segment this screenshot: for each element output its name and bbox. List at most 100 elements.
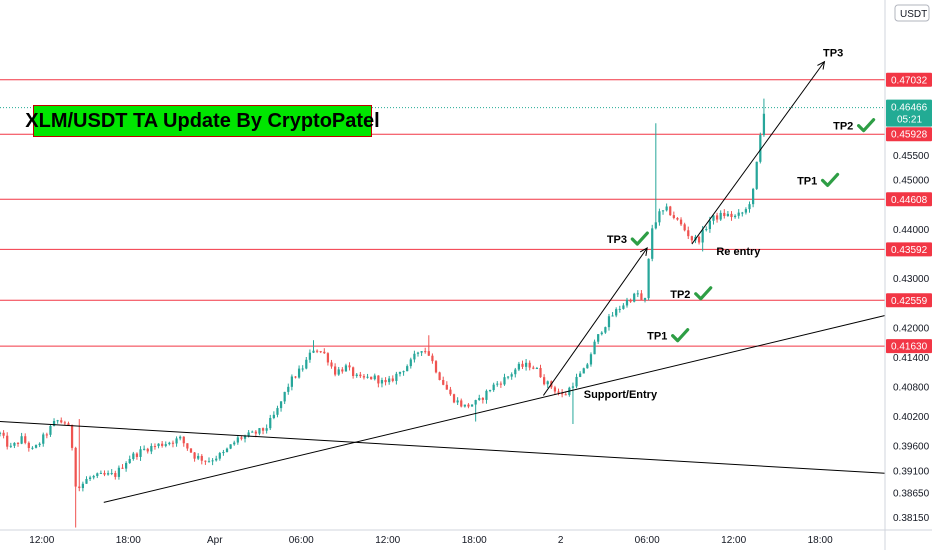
annotation-tp3-3: TP3 [607, 234, 627, 246]
candle-86 [308, 349, 312, 363]
candle-58 [207, 457, 211, 463]
y-tick-label: 0.39600 [893, 442, 930, 453]
candle-134 [481, 397, 484, 404]
candle-48 [171, 440, 175, 448]
svg-text:0.41630: 0.41630 [891, 342, 928, 353]
candle-147 [528, 360, 531, 371]
candle-21 [74, 446, 77, 528]
candle-198 [712, 215, 715, 225]
candle-42 [150, 443, 153, 455]
candle-91 [326, 352, 330, 366]
candle-165 [593, 339, 596, 355]
arrowhead-2 [639, 247, 648, 256]
candle-51 [182, 436, 185, 447]
trendline-3 [691, 61, 825, 245]
candle-194 [697, 235, 701, 245]
candle-159 [571, 382, 575, 424]
trendline-2 [542, 247, 648, 396]
candle-191 [687, 226, 690, 240]
candle-210 [755, 161, 758, 190]
candle-123 [442, 376, 445, 386]
candle-70 [251, 430, 254, 433]
candle-122 [438, 371, 441, 381]
candle-1 [2, 430, 5, 439]
candle-204 [733, 214, 737, 219]
candle-186 [669, 205, 672, 216]
candle-61 [218, 451, 221, 461]
check-icon [820, 172, 840, 187]
candle-151 [542, 374, 546, 386]
y-tick-label: 0.45500 [893, 151, 930, 162]
candle-0 [0, 431, 2, 437]
candle-41 [146, 447, 149, 454]
candle-33 [117, 465, 121, 480]
svg-text:0.44608: 0.44608 [891, 195, 928, 206]
candle-133 [478, 394, 481, 401]
candle-44 [157, 443, 160, 449]
candle-6 [20, 432, 23, 445]
candle-49 [175, 436, 178, 447]
candle-115 [413, 350, 416, 363]
candle-199 [715, 212, 719, 223]
annotation-tp3-0: TP3 [823, 48, 843, 60]
candle-40 [143, 445, 146, 451]
y-tick-label: 0.40200 [893, 412, 930, 423]
y-tick-label: 0.38650 [893, 489, 930, 500]
x-tick-label: 06:00 [289, 535, 314, 546]
candle-150 [539, 364, 542, 378]
candle-9 [31, 446, 34, 450]
x-tick-label: 12:00 [29, 535, 54, 546]
candle-192 [690, 235, 693, 243]
candle-212 [762, 98, 766, 137]
candle-116 [416, 351, 420, 357]
candle-30 [106, 470, 110, 476]
candle-142 [510, 372, 513, 380]
annotations: TP3 TP2 TP1 TP3 TP2 TP1 Re entry Support/Entry [584, 48, 876, 401]
candle-72 [258, 427, 261, 436]
candle-80 [287, 383, 290, 395]
candle-32 [114, 470, 117, 480]
candle-11 [38, 442, 41, 448]
svg-text:0.42559: 0.42559 [891, 296, 928, 307]
candle-118 [424, 347, 427, 354]
candles [0, 98, 766, 528]
level-tag-2: 0.44608 [886, 192, 932, 207]
candle-167 [600, 331, 603, 336]
candle-24 [85, 476, 88, 484]
y-tick-label: 0.39100 [893, 466, 930, 477]
candle-77 [276, 405, 279, 418]
candle-177 [636, 290, 639, 298]
candle-161 [579, 371, 582, 378]
candle-202 [726, 211, 730, 217]
y-tick-label: 0.41400 [893, 353, 930, 364]
candle-117 [420, 351, 423, 356]
candle-65 [233, 440, 236, 446]
candle-128 [460, 398, 463, 408]
trendline-1 [103, 315, 886, 503]
candle-45 [161, 441, 164, 448]
candle-179 [643, 297, 647, 303]
candle-20 [70, 424, 74, 451]
candle-139 [499, 381, 502, 388]
time-axis[interactable]: 12:00 18:00 Apr 06:00 12:00 18:00 2 06:00 12:00 1… [0, 529, 932, 546]
x-tick-label: 06:00 [635, 535, 660, 546]
candle-149 [535, 366, 539, 370]
candle-13 [45, 432, 48, 439]
candle-47 [168, 441, 171, 446]
candle-66 [236, 434, 239, 445]
candle-209 [751, 187, 755, 208]
price-axis[interactable]: 0.38150 0.38650 0.39100 0.39600 0.40200 0.408… [884, 0, 932, 550]
candle-190 [683, 222, 686, 232]
candle-64 [229, 444, 232, 450]
candle-78 [279, 401, 283, 412]
currency-badge[interactable]: USDT [894, 4, 930, 22]
y-tick-label: 0.42000 [893, 323, 930, 334]
annotation-tp1-5: TP1 [647, 331, 667, 343]
annotation-tp2-4: TP2 [670, 289, 690, 301]
candle-46 [164, 441, 167, 448]
candle-108 [388, 375, 391, 385]
candle-90 [323, 348, 326, 354]
candle-102 [366, 373, 369, 379]
candle-38 [135, 452, 139, 460]
